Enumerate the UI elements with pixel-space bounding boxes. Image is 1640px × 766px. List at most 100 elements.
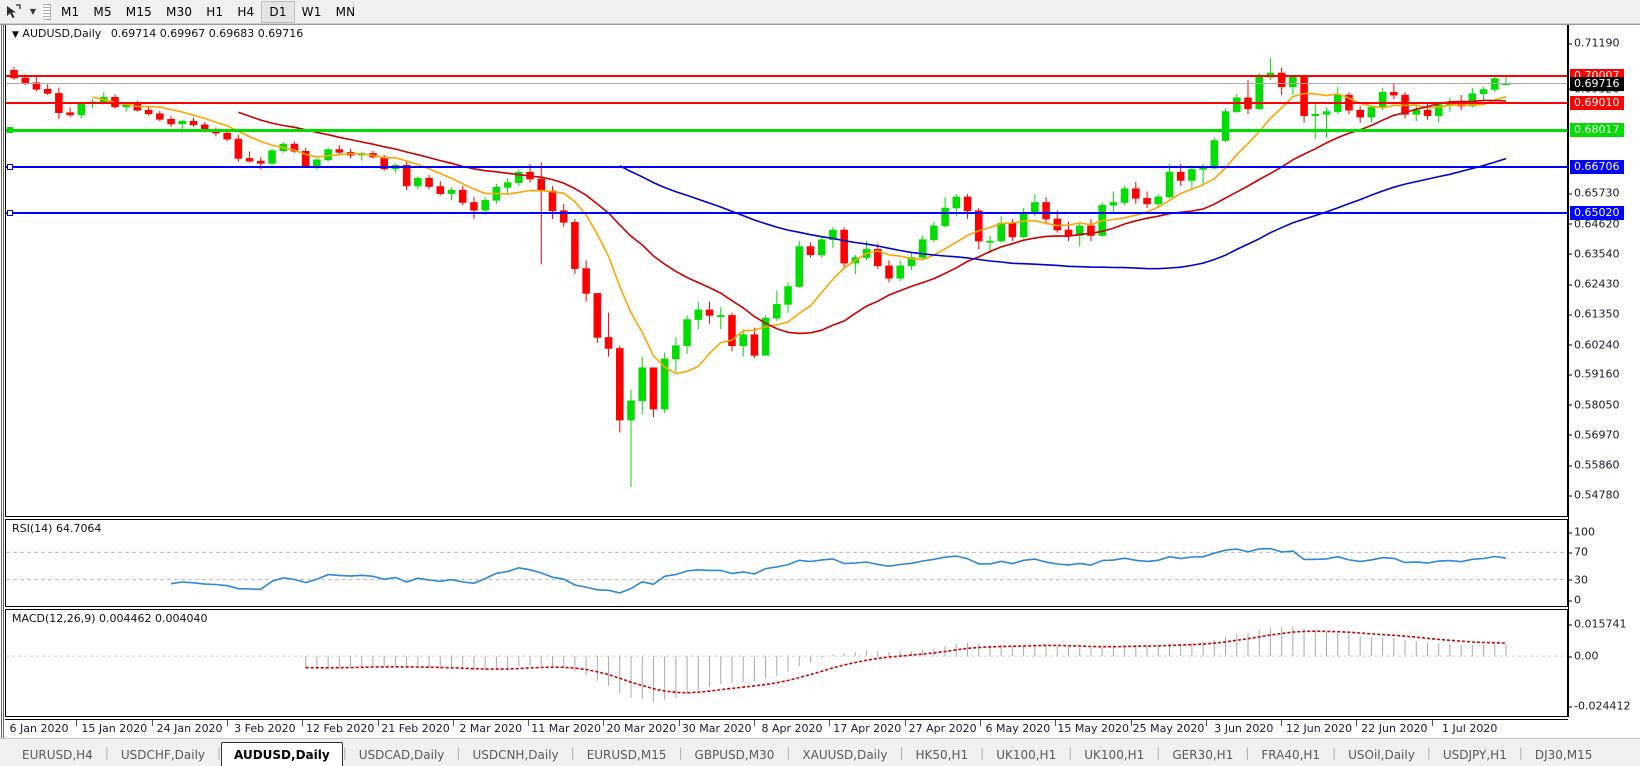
- chevron-down-icon[interactable]: ▼: [29, 7, 37, 16]
- tab-separator: |: [1068, 745, 1073, 760]
- date-tick: 20 Mar 2020: [606, 722, 677, 735]
- date-tick-mark: [76, 720, 78, 726]
- date-tick: 1 Jul 2020: [1442, 722, 1498, 735]
- macd-indicator-label: MACD(12,26,9) 0.004462 0.004040: [12, 612, 208, 625]
- chart-tab-eurusd-m15[interactable]: EURUSD,M15: [586, 748, 667, 762]
- chart-tab-audusd-daily[interactable]: AUDUSD,Daily: [221, 742, 343, 766]
- macd-pane-inner: [6, 610, 1567, 716]
- chart-tab-gbpusd-m30[interactable]: GBPUSD,M30: [694, 748, 775, 762]
- tab-separator: |: [899, 745, 904, 760]
- triangle-down-icon[interactable]: ▼: [12, 30, 19, 40]
- chart-ohlc-values: 0.69714 0.69967 0.69683 0.69716: [110, 27, 304, 40]
- chart-tab-dj30-m15[interactable]: DJ30,M15: [1534, 748, 1593, 762]
- rsi-tick: 30: [1569, 573, 1588, 586]
- date-tick: 24 Jan 2020: [156, 722, 223, 735]
- chart-tab-usdchf-daily[interactable]: USDCHF,Daily: [120, 748, 205, 762]
- chart-left-grip[interactable]: [0, 25, 5, 739]
- chart-tab-xauusd-daily[interactable]: XAUUSD,Daily: [802, 748, 888, 762]
- price-pane[interactable]: ▼ AUDUSD,Daily 0.69714 0.69967 0.69683 0…: [5, 25, 1568, 517]
- tab-separator: |: [786, 745, 791, 760]
- tab-separator: |: [1245, 745, 1250, 760]
- tab-separator: |: [217, 745, 222, 760]
- price-level-label[interactable]: 0.68017: [1570, 123, 1624, 138]
- chart-tab-bar: EURUSD,H4 | USDCHF,Daily | AUDUSD,Daily | USDC…: [0, 738, 1640, 766]
- price-level-label[interactable]: 0.69716: [1570, 76, 1624, 91]
- level-handle[interactable]: [7, 209, 13, 216]
- level-handle[interactable]: [7, 127, 13, 134]
- date-tick: 3 Feb 2020: [234, 722, 296, 735]
- date-tick: 3 Jun 2020: [1214, 722, 1274, 735]
- level-handle[interactable]: [7, 163, 13, 170]
- level-line[interactable]: [6, 83, 1567, 85]
- chart-area: ▼ AUDUSD,Daily 0.69714 0.69967 0.69683 0…: [0, 24, 1640, 741]
- price-tick: 0.54780: [1569, 489, 1620, 502]
- date-axis[interactable]: 6 Jan 2020 15 Jan 2020 24 Jan 2020 3 Feb 20…: [1, 719, 1568, 741]
- chart-toolbar: ▼ M1 M5 M15 M30 H1 H4 D1 W1 MN: [0, 0, 1640, 24]
- price-axis[interactable]: 0.711900.695200.657300.646200.635400.624…: [1568, 25, 1640, 717]
- timeframe-button-h1[interactable]: H1: [206, 4, 224, 19]
- price-tick: 0.71190: [1569, 37, 1620, 50]
- price-tick: 0.55860: [1569, 459, 1620, 472]
- date-tick-mark: [1356, 720, 1358, 726]
- chart-tab-uk100-h1[interactable]: UK100,H1: [1084, 748, 1145, 762]
- price-tick: 0.65730: [1569, 187, 1620, 200]
- date-tick: 12 Feb 2020: [305, 722, 375, 735]
- date-tick-mark: [1205, 720, 1207, 726]
- price-level-label[interactable]: 0.69010: [1570, 96, 1624, 111]
- date-tick: 6 Jan 2020: [9, 722, 69, 735]
- level-line[interactable]: [6, 128, 1567, 132]
- tab-separator: |: [1518, 745, 1523, 760]
- level-line[interactable]: [6, 165, 1567, 168]
- rsi-pane-inner: [6, 520, 1567, 606]
- timeframe-button-d1[interactable]: D1: [261, 0, 295, 23]
- level-line[interactable]: [6, 211, 1567, 214]
- date-tick-mark: [528, 720, 530, 726]
- date-tick-mark: [377, 720, 379, 726]
- chart-tab-eurusd-h4[interactable]: EURUSD,H4: [22, 748, 93, 762]
- date-tick-mark: [904, 720, 906, 726]
- date-tick-mark: [1431, 720, 1433, 726]
- tab-separator: |: [570, 745, 575, 760]
- chart-tab-usdjpy-h1[interactable]: USDJPY,H1: [1442, 748, 1507, 762]
- tab-separator: |: [678, 745, 683, 760]
- timeframe-button-m30[interactable]: M30: [166, 4, 193, 19]
- macd-pane[interactable]: MACD(12,26,9) 0.004462 0.004040: [5, 609, 1568, 717]
- rsi-pane[interactable]: RSI(14) 64.7064: [5, 519, 1568, 607]
- date-tick-mark: [678, 720, 680, 726]
- price-tick: 0.58050: [1569, 398, 1620, 411]
- timeframe-button-m15[interactable]: M15: [125, 4, 153, 19]
- chart-tab-fra40-h1[interactable]: FRA40,H1: [1261, 748, 1321, 762]
- chart-symbol-label: AUDUSD,Daily: [22, 27, 102, 40]
- level-line[interactable]: [6, 74, 1567, 77]
- tab-separator: |: [1332, 745, 1337, 760]
- date-tick-mark: [452, 720, 454, 726]
- toolbar-grip[interactable]: [42, 2, 51, 21]
- crosshair-cursor-icon[interactable]: [0, 1, 26, 23]
- tab-separator: |: [1426, 745, 1431, 760]
- level-line[interactable]: [6, 102, 1567, 105]
- price-level-label[interactable]: 0.65020: [1570, 205, 1624, 220]
- timeframe-button-mn[interactable]: MN: [335, 4, 356, 19]
- chart-tab-usoil-daily[interactable]: USOil,Daily: [1348, 748, 1415, 762]
- chart-tab-usdcad-daily[interactable]: USDCAD,Daily: [358, 748, 445, 762]
- timeframe-button-m5[interactable]: M5: [93, 4, 112, 19]
- macd-tick: -0.024412: [1569, 700, 1630, 713]
- rsi-tick: 70: [1569, 546, 1588, 559]
- tab-separator: |: [342, 745, 347, 760]
- tab-separator: |: [1156, 745, 1161, 760]
- date-tick: 12 Jun 2020: [1286, 722, 1353, 735]
- rsi-indicator-label: RSI(14) 64.7064: [12, 522, 102, 535]
- chart-tab-ger30-h1[interactable]: GER30,H1: [1172, 748, 1234, 762]
- candlestick-canvas: [10, 57, 1510, 488]
- price-level-label[interactable]: 0.66706: [1570, 159, 1624, 174]
- macd-tick: 0.00: [1569, 650, 1599, 663]
- chart-tab-usdcnh-daily[interactable]: USDCNH,Daily: [472, 748, 559, 762]
- chart-tab-uk100-h1[interactable]: UK100,H1: [996, 748, 1057, 762]
- price-tick: 0.64620: [1569, 217, 1620, 230]
- timeframe-button-h4[interactable]: H4: [237, 4, 255, 19]
- chart-tab-hk50-h1[interactable]: HK50,H1: [915, 748, 969, 762]
- timeframe-button-w1[interactable]: W1: [301, 4, 322, 19]
- date-tick-mark: [302, 720, 304, 726]
- timeframe-button-m1[interactable]: M1: [61, 4, 80, 19]
